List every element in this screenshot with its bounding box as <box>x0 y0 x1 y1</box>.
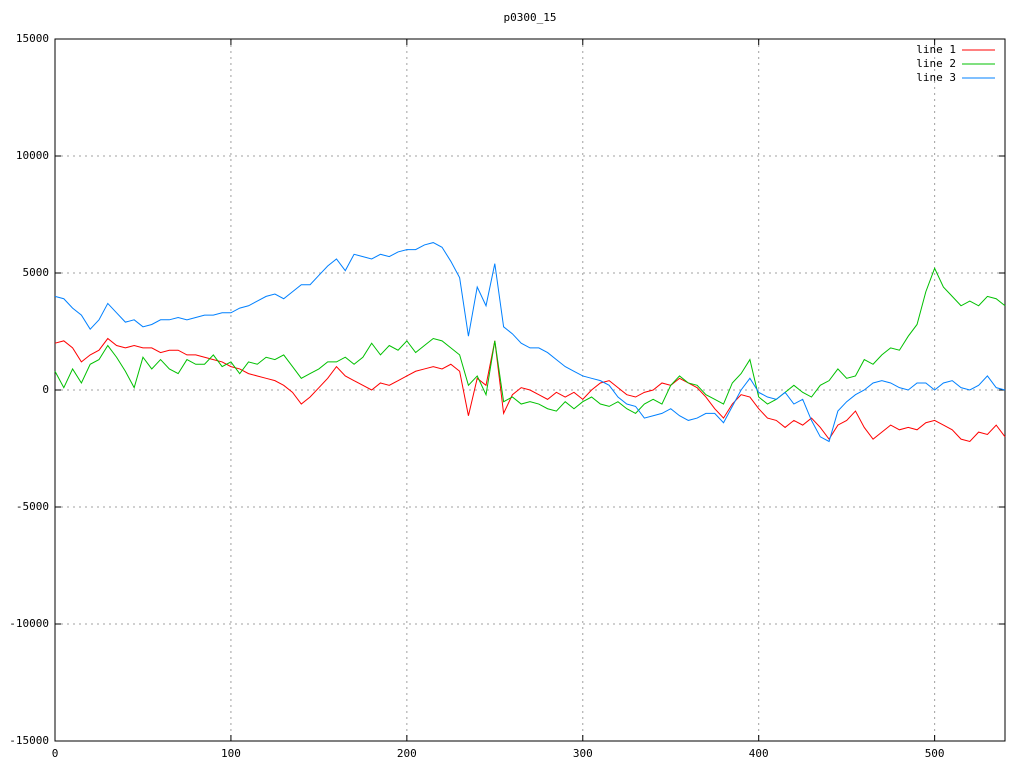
y-tick-label: 5000 <box>23 266 50 279</box>
chart-title: p0300_15 <box>504 11 557 24</box>
x-tick-label: 200 <box>397 747 417 760</box>
x-tick-label: 0 <box>52 747 59 760</box>
legend-label: line 3 <box>916 71 956 84</box>
y-tick-label: -5000 <box>16 500 49 513</box>
data-line <box>54 337 1006 443</box>
data-line <box>54 267 1006 415</box>
y-tick-label: -10000 <box>9 617 49 630</box>
y-tick-label: 10000 <box>16 149 49 162</box>
legend-label: line 1 <box>916 43 956 56</box>
y-tick-label: 15000 <box>16 32 49 45</box>
y-tick-label: 0 <box>42 383 49 396</box>
x-tick-label: 300 <box>573 747 593 760</box>
y-tick-label: -15000 <box>9 734 49 747</box>
x-tick-label: 100 <box>221 747 241 760</box>
legend-label: line 2 <box>916 57 956 70</box>
x-tick-label: 400 <box>749 747 769 760</box>
x-tick-label: 500 <box>925 747 945 760</box>
data-line <box>54 242 1006 443</box>
